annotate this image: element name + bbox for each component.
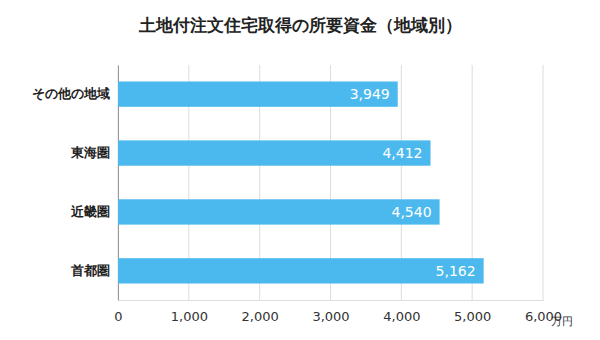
x-tick-label: 5,000 xyxy=(454,309,491,324)
x-tick: 3,000 xyxy=(312,300,349,324)
bars xyxy=(118,81,484,283)
y-tick: 東海圏 xyxy=(70,145,118,160)
y-tick-label: 東海圏 xyxy=(70,145,110,160)
x-axis-line xyxy=(119,300,544,301)
y-tick: 首都圏 xyxy=(70,263,118,278)
x-axis-title: 万円 xyxy=(551,315,573,328)
data-label: 5,162 xyxy=(436,263,476,279)
y-tick-label: 首都圏 xyxy=(70,263,110,278)
x-tick-label: 0 xyxy=(114,309,122,324)
x-tick-label: 1,000 xyxy=(171,309,208,324)
grid xyxy=(118,65,543,300)
bar xyxy=(118,199,440,224)
y-axis: その他の地域東海圏近畿圏首都圏 xyxy=(32,66,119,301)
bar xyxy=(118,258,484,283)
x-tick-label: 4,000 xyxy=(383,309,420,324)
title: 土地付注文住宅取得の所要資金（地域別） xyxy=(138,15,462,35)
grid-line xyxy=(543,65,544,300)
data-label: 4,540 xyxy=(391,204,431,220)
data-labels: 3,949 4,412 4,540 5,162 xyxy=(350,86,476,279)
x-tick: 2,000 xyxy=(242,300,279,324)
y-tick-label: 近畿圏 xyxy=(70,204,110,219)
data-label: 4,412 xyxy=(382,145,422,161)
x-tick: 4,000 xyxy=(383,300,420,324)
y-tick: 近畿圏 xyxy=(70,204,118,219)
x-tick: 1,000 xyxy=(171,300,208,324)
bar xyxy=(118,81,398,106)
plot: 01,0002,0003,0004,0005,0006,000その他の地域東海圏… xyxy=(32,65,562,324)
y-tick-label: その他の地域 xyxy=(32,86,110,101)
data-label: 3,949 xyxy=(350,86,390,102)
x-tick-label: 2,000 xyxy=(242,309,279,324)
x-tick-label: 3,000 xyxy=(312,309,349,324)
bar xyxy=(118,140,431,165)
x-tick: 0 xyxy=(114,300,122,324)
y-tick: その他の地域 xyxy=(32,86,118,101)
x-axis: 01,0002,0003,0004,0005,0006,000 xyxy=(114,300,562,324)
chart: 01,0002,0003,0004,0005,0006,000その他の地域東海圏… xyxy=(0,0,600,340)
x-tick: 5,000 xyxy=(454,300,491,324)
